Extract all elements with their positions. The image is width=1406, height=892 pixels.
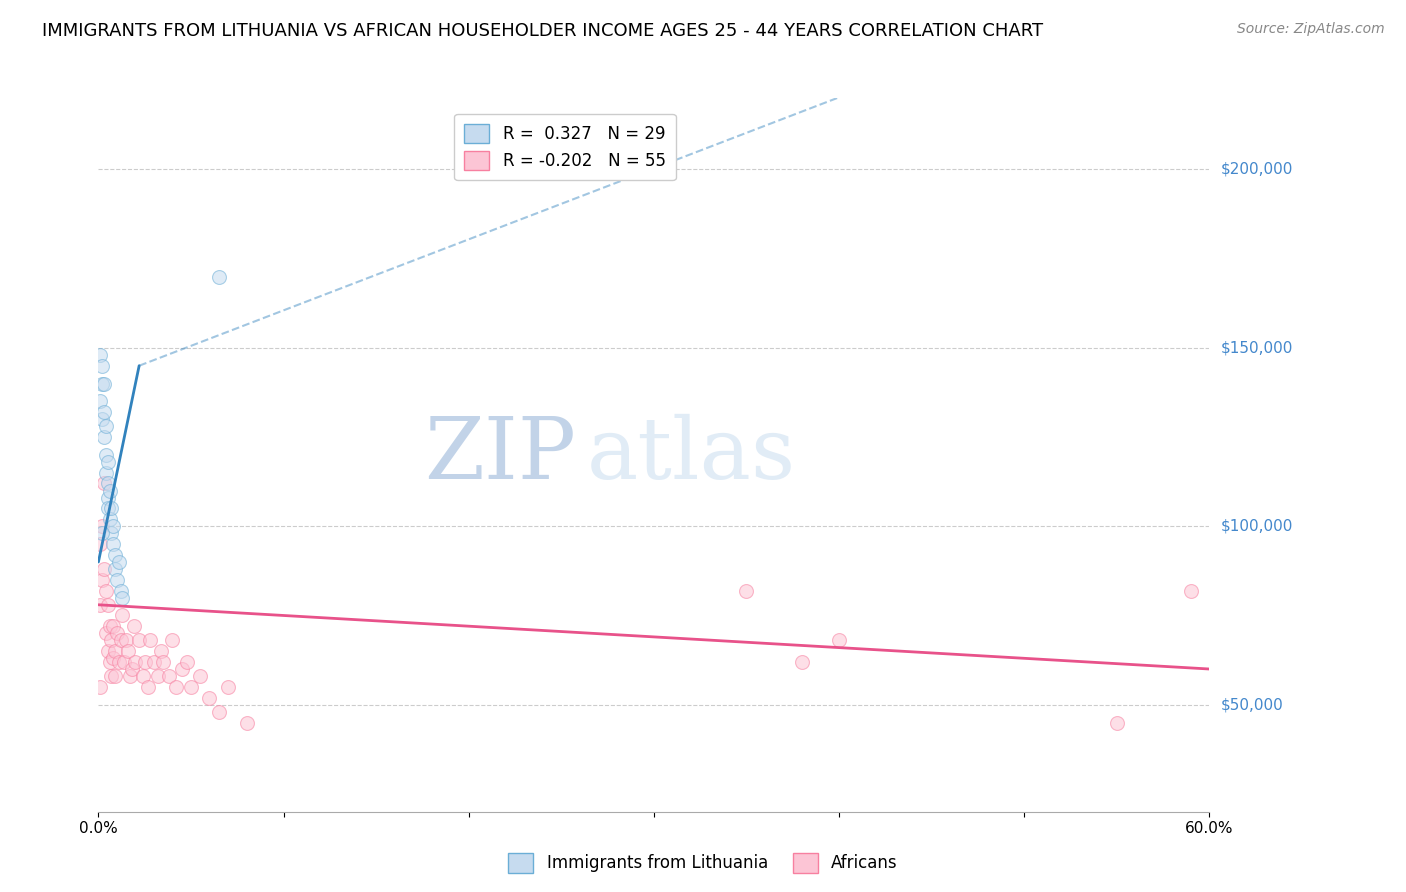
Point	[165, 680, 187, 694]
Point	[198, 690, 221, 705]
Point	[122, 619, 145, 633]
Point	[107, 555, 129, 569]
Point	[176, 655, 198, 669]
Point	[217, 680, 239, 694]
Point	[170, 662, 193, 676]
Point	[89, 537, 111, 551]
Point	[150, 644, 173, 658]
Point	[162, 633, 184, 648]
Point	[103, 651, 125, 665]
Point	[93, 376, 115, 391]
Point	[97, 598, 120, 612]
Point	[100, 526, 122, 541]
Point	[91, 376, 114, 391]
Point	[98, 619, 121, 633]
Text: $200,000: $200,000	[1220, 162, 1292, 177]
Point	[93, 430, 115, 444]
Point	[89, 680, 111, 694]
Point	[94, 419, 117, 434]
Point	[98, 655, 121, 669]
Point	[735, 583, 758, 598]
Point	[100, 633, 122, 648]
Point	[1105, 715, 1128, 730]
Point	[91, 526, 114, 541]
Point	[97, 455, 120, 469]
Point	[100, 669, 122, 683]
Point	[146, 669, 169, 683]
Point	[112, 655, 135, 669]
Point	[132, 669, 155, 683]
Point	[104, 644, 127, 658]
Point	[208, 705, 231, 719]
Point	[97, 501, 120, 516]
Point	[111, 591, 134, 605]
Point	[93, 476, 115, 491]
Point	[110, 583, 132, 598]
Point	[790, 655, 813, 669]
Point	[104, 669, 127, 683]
Point	[188, 669, 211, 683]
Text: atlas: atlas	[588, 413, 796, 497]
Point	[94, 448, 117, 462]
Point	[93, 405, 115, 419]
Text: $100,000: $100,000	[1220, 519, 1292, 533]
Point	[93, 562, 115, 576]
Point	[107, 655, 129, 669]
Point	[91, 359, 114, 373]
Point	[117, 644, 139, 658]
Point	[110, 633, 132, 648]
Point	[89, 348, 111, 362]
Point	[94, 466, 117, 480]
Point	[91, 412, 114, 426]
Point	[89, 394, 111, 409]
Point	[104, 562, 127, 576]
Point	[104, 548, 127, 562]
Point	[235, 715, 257, 730]
Point	[97, 644, 120, 658]
Text: $150,000: $150,000	[1220, 341, 1292, 355]
Point	[111, 608, 134, 623]
Point	[105, 573, 128, 587]
Point	[157, 669, 180, 683]
Point	[89, 598, 111, 612]
Point	[98, 483, 121, 498]
Point	[94, 583, 117, 598]
Point	[124, 655, 146, 669]
Text: ZIP: ZIP	[425, 413, 576, 497]
Point	[134, 655, 156, 669]
Point	[91, 519, 114, 533]
Point	[105, 626, 128, 640]
Point	[828, 633, 851, 648]
Point	[138, 680, 160, 694]
Point	[98, 512, 121, 526]
Text: $50,000: $50,000	[1220, 698, 1284, 712]
Point	[115, 633, 138, 648]
Point	[97, 491, 120, 505]
Text: Source: ZipAtlas.com: Source: ZipAtlas.com	[1237, 22, 1385, 37]
Point	[103, 619, 125, 633]
Point	[91, 573, 114, 587]
Legend: Immigrants from Lithuania, Africans: Immigrants from Lithuania, Africans	[502, 847, 904, 880]
Point	[180, 680, 202, 694]
Legend: R =  0.327   N = 29, R = -0.202   N = 55: R = 0.327 N = 29, R = -0.202 N = 55	[454, 113, 676, 180]
Point	[94, 626, 117, 640]
Point	[152, 655, 174, 669]
Point	[1180, 583, 1202, 598]
Point	[97, 476, 120, 491]
Point	[118, 669, 141, 683]
Point	[208, 269, 231, 284]
Point	[143, 655, 166, 669]
Point	[103, 519, 125, 533]
Point	[121, 662, 143, 676]
Text: IMMIGRANTS FROM LITHUANIA VS AFRICAN HOUSEHOLDER INCOME AGES 25 - 44 YEARS CORRE: IMMIGRANTS FROM LITHUANIA VS AFRICAN HOU…	[42, 22, 1043, 40]
Point	[100, 501, 122, 516]
Point	[139, 633, 162, 648]
Point	[128, 633, 150, 648]
Point	[103, 537, 125, 551]
